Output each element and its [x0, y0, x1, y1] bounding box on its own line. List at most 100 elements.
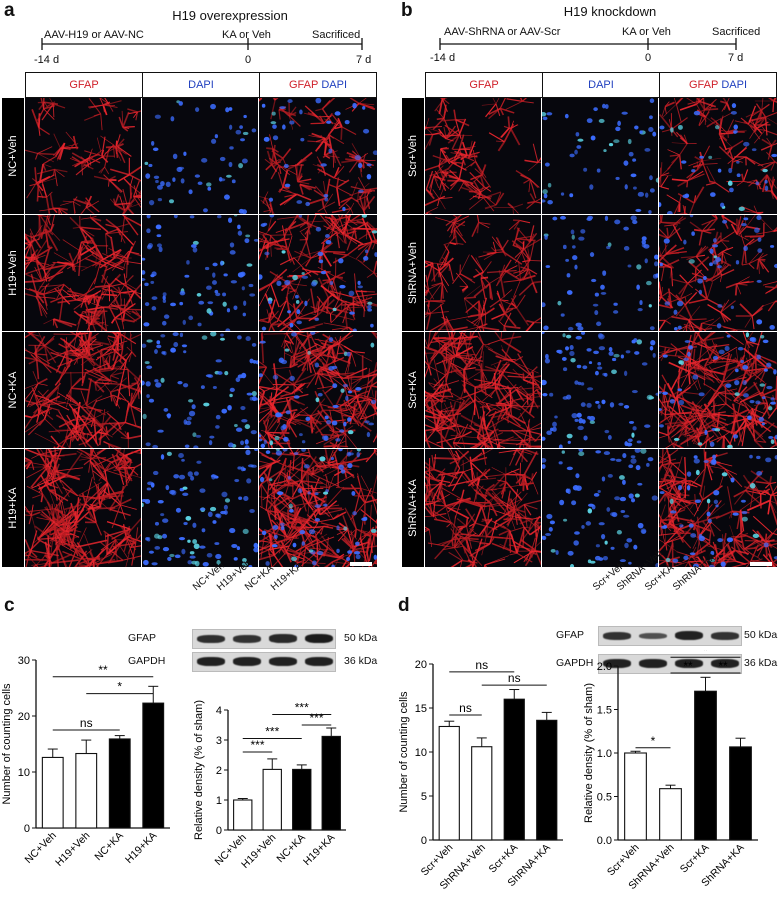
bar-h19-veh [75, 752, 98, 829]
significance-label: ns [475, 658, 488, 672]
row-label-nc-veh: NC+Veh [2, 98, 24, 214]
micrograph-gfap-nc-veh [25, 98, 141, 214]
blot-band [269, 657, 297, 666]
x-tick-label: Scr+KA [678, 842, 712, 876]
significance-label: ** [683, 659, 693, 673]
micrograph-dapi-shrna-ka [542, 449, 658, 567]
micrograph-gfap-h19-ka [25, 449, 141, 567]
micrograph-dapi-nc-ka [142, 332, 258, 448]
micrograph-gfap-scr-veh [425, 98, 541, 214]
bar-shrna-veh [471, 746, 493, 841]
timeline-b-tick-0: -14 d [430, 52, 456, 64]
micrograph-merge-scr-ka [659, 332, 777, 448]
micrograph-dapi-h19-veh [142, 215, 258, 331]
y-tick-label: 0 [216, 825, 222, 837]
y-tick-label: 1.0 [597, 748, 612, 760]
y-tick-label: 20 [415, 659, 427, 671]
significance-label: * [117, 680, 122, 694]
micrograph-dapi-nc-veh [142, 98, 258, 214]
timeline-b-end-label: Sacrificed [712, 26, 761, 38]
micrograph-gfap-scr-ka [425, 332, 541, 448]
timeline-a-tick-0: -14 d [34, 54, 60, 66]
bar-scr-veh [624, 752, 647, 841]
micrograph-merge-shrna-ka [659, 449, 777, 567]
significance-label: ** [98, 663, 108, 677]
bar-shrna-ka [536, 719, 558, 841]
panel-b-timeline [439, 38, 737, 50]
row-label-h19-ka: H19+KA [2, 449, 24, 567]
micrograph-dapi-scr-ka [542, 332, 658, 448]
micrograph-merge-h19-veh [259, 215, 377, 331]
y-tick-label: 4 [216, 705, 222, 717]
blot-band [197, 634, 225, 643]
y-tick-label: 1.5 [597, 705, 612, 717]
blot-size-label: 36 kDa [344, 655, 378, 667]
micrograph-gfap-h19-veh [25, 215, 141, 331]
panel-b-title: H19 knockdown [563, 4, 657, 19]
y-axis-label: Relative density (% of sham) [193, 700, 205, 840]
panel-c-letter: c [4, 595, 15, 616]
panel-a-letter: a [4, 0, 15, 21]
col-dapi: DAPI [543, 73, 660, 97]
blot-size-label: 50 kDa [744, 629, 778, 641]
timeline-a-start-label: AAV-H19 or AAV-NC [44, 29, 144, 41]
bar-shrna-ka [729, 746, 752, 841]
bar-nc-veh [233, 799, 253, 831]
y-tick-label: 10 [415, 747, 427, 759]
timeline-b-tick-1: 0 [645, 52, 652, 64]
blot-strip-gapdh [192, 652, 336, 672]
blot-size-label: 36 kDa [744, 657, 778, 669]
blot-strip-gfap [192, 629, 336, 649]
micrograph-merge-nc-ka [259, 332, 377, 448]
blot-protein-label: GAPDH [556, 657, 594, 669]
bar-nc-ka [108, 738, 131, 829]
col-merge: GFAP DAPI [288, 79, 348, 91]
y-axis-label: Number of counting cells [1, 683, 13, 805]
y-tick-label: 2 [216, 765, 222, 777]
panel-a-timeline [41, 38, 363, 50]
blot-band [603, 659, 631, 668]
micrograph-dapi-h19-ka [142, 449, 258, 567]
micrograph-merge-nc-veh [259, 98, 377, 214]
row-label-scr-ka: Scr+KA [402, 332, 424, 448]
bar-h19-veh [262, 768, 282, 831]
y-tick-label: 1 [216, 795, 222, 807]
micrograph-merge-h19-ka [259, 449, 377, 567]
col-merge: GFAP DAPI [688, 79, 748, 91]
significance-label: * [651, 734, 656, 748]
row-label-h19-veh: H19+Veh [2, 215, 24, 331]
significance-label: ns [508, 671, 521, 685]
y-tick-label: 2.0 [597, 661, 612, 673]
blot-band [305, 634, 333, 643]
y-tick-label: 3 [216, 735, 222, 747]
blot-protein-label: GFAP [556, 629, 585, 641]
blot-band [269, 634, 297, 643]
bar-scr-ka [694, 690, 717, 841]
timeline-a-tick-1: 0 [245, 54, 252, 66]
bar-scr-ka [503, 698, 525, 841]
y-tick-label: 0 [24, 823, 30, 835]
timeline-b-mid-label: KA or Veh [622, 26, 671, 38]
scale-bar [750, 562, 772, 566]
blot-band [711, 659, 739, 668]
scale-bar [350, 562, 372, 566]
x-tick-label: H19+Veh [53, 830, 92, 869]
blot-band [233, 657, 261, 666]
significance-label: *** [295, 701, 309, 715]
blot-strip-gfap [598, 626, 742, 646]
timeline-a-end-label: Sacrificed [312, 29, 361, 41]
y-axis-label: Number of counting cells [398, 691, 410, 813]
significance-label: * [703, 650, 708, 657]
panel-b-letter: b [401, 0, 413, 21]
micrograph-merge-scr-veh [659, 98, 777, 214]
blot-band [639, 632, 667, 639]
significance-label: ns [80, 716, 93, 730]
blot-band [675, 631, 703, 640]
blot-band [603, 631, 631, 640]
row-label-nc-ka: NC+KA [2, 332, 24, 448]
y-tick-label: 0.5 [597, 792, 612, 804]
y-tick-label: 0 [421, 835, 427, 847]
